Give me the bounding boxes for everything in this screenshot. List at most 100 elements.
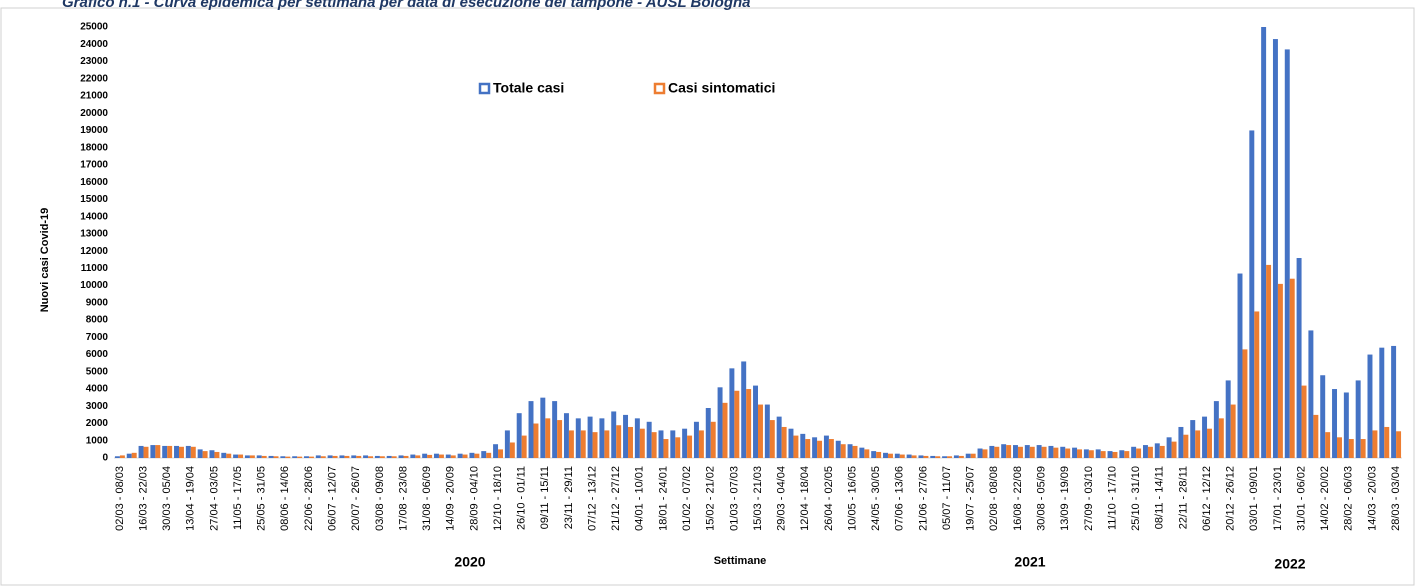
bar (339, 455, 345, 458)
bar (209, 450, 215, 458)
bar (1296, 258, 1302, 458)
bar (1207, 428, 1212, 458)
bar (1242, 349, 1248, 458)
bar (764, 404, 770, 458)
bar (634, 418, 640, 458)
x-tick-label: 03/01 - 09/01 (1248, 466, 1260, 531)
bar (438, 454, 444, 458)
bar (1355, 380, 1361, 458)
bar (1308, 330, 1314, 458)
bar (587, 416, 593, 458)
x-tick-label: 17/01 - 23/01 (1272, 466, 1284, 531)
bar (1277, 283, 1283, 458)
x-tick-label: 06/12 - 12/12 (1201, 466, 1213, 531)
bar (1190, 420, 1196, 458)
x-tick-label: 05/07 - 11/07 (941, 466, 953, 530)
bar (1095, 449, 1101, 458)
bar (297, 456, 303, 458)
bar (823, 435, 829, 458)
y-tick-label: 1000 (86, 435, 109, 446)
bar (1183, 434, 1189, 458)
x-tick-label: 21/06 - 27/06 (917, 466, 929, 531)
y-tick-label: 12000 (80, 246, 108, 257)
bar (769, 420, 775, 458)
bar (942, 456, 948, 458)
bar (1124, 451, 1130, 458)
bar (1266, 264, 1272, 458)
x-tick-label: 23/11 - 29/11 (563, 466, 575, 529)
year-label: 2021 (1014, 554, 1045, 570)
bar (533, 423, 539, 458)
bar (280, 456, 286, 458)
x-tick-label: 20/12 - 26/12 (1225, 466, 1237, 531)
bar (528, 401, 534, 458)
legend-swatch (478, 82, 491, 95)
bar (828, 439, 834, 458)
bar (1142, 445, 1148, 458)
bar (1320, 375, 1326, 458)
bar (540, 397, 546, 458)
y-tick-label: 9000 (86, 297, 109, 308)
bar (1230, 404, 1236, 458)
bar (138, 445, 144, 458)
bar (616, 425, 622, 458)
bar (1171, 441, 1177, 458)
x-tick-label: 18/01 - 24/01 (657, 466, 669, 531)
x-tick-label: 17/08 - 23/08 (397, 466, 409, 531)
bar (682, 428, 688, 458)
bar (1396, 431, 1402, 458)
bar (1136, 448, 1142, 458)
bar (918, 455, 924, 458)
x-tick-label: 14/03 - 20/03 (1366, 466, 1378, 531)
legend-swatch (653, 82, 666, 95)
bar (1166, 437, 1172, 458)
bar (509, 442, 515, 458)
y-tick-label: 23000 (80, 56, 108, 67)
x-tick-label: 25/05 - 31/05 (256, 466, 268, 531)
bar (1036, 445, 1042, 458)
bar (308, 456, 314, 458)
bar (1272, 39, 1278, 459)
bar (623, 414, 629, 458)
y-tick-label: 6000 (86, 349, 109, 360)
bar (651, 432, 657, 458)
bar (1237, 273, 1243, 458)
x-tick-label: 30/08 - 05/09 (1036, 466, 1048, 531)
bar (1313, 414, 1319, 458)
y-tick-label: 19000 (80, 125, 108, 136)
y-tick-label: 15000 (80, 194, 108, 205)
bar (741, 361, 747, 458)
x-tick-label: 01/02 - 07/02 (681, 466, 693, 531)
bar (876, 451, 882, 458)
legend-label: Totale casi (493, 80, 564, 96)
bar (292, 456, 298, 458)
x-tick-label: 09/11 - 15/11 (539, 466, 551, 529)
bar (965, 453, 971, 458)
bar (155, 445, 161, 458)
bar (1017, 446, 1023, 458)
bar (1301, 385, 1307, 458)
bar (871, 451, 877, 458)
bar (1100, 451, 1106, 458)
bar (953, 455, 959, 458)
bar (1001, 444, 1007, 458)
bar (989, 445, 995, 458)
bar (1053, 447, 1059, 458)
x-tick-label: 14/02 - 20/02 (1319, 466, 1331, 531)
x-tick-label: 12/04 - 18/04 (799, 466, 811, 531)
bar (368, 456, 374, 458)
bar (1343, 392, 1349, 458)
bar (663, 439, 669, 458)
x-tick-label: 31/08 - 06/09 (421, 466, 433, 531)
bar (1325, 432, 1331, 458)
y-tick-label: 13000 (80, 229, 108, 240)
bar (1289, 278, 1295, 458)
bar (332, 455, 338, 458)
bar (457, 453, 463, 458)
bar (982, 449, 988, 458)
bar (143, 446, 149, 458)
bar (1077, 449, 1083, 458)
x-tick-label: 31/01 - 06/02 (1295, 466, 1307, 531)
bar (852, 445, 858, 458)
x-tick-label: 24/05 - 30/05 (870, 466, 882, 531)
